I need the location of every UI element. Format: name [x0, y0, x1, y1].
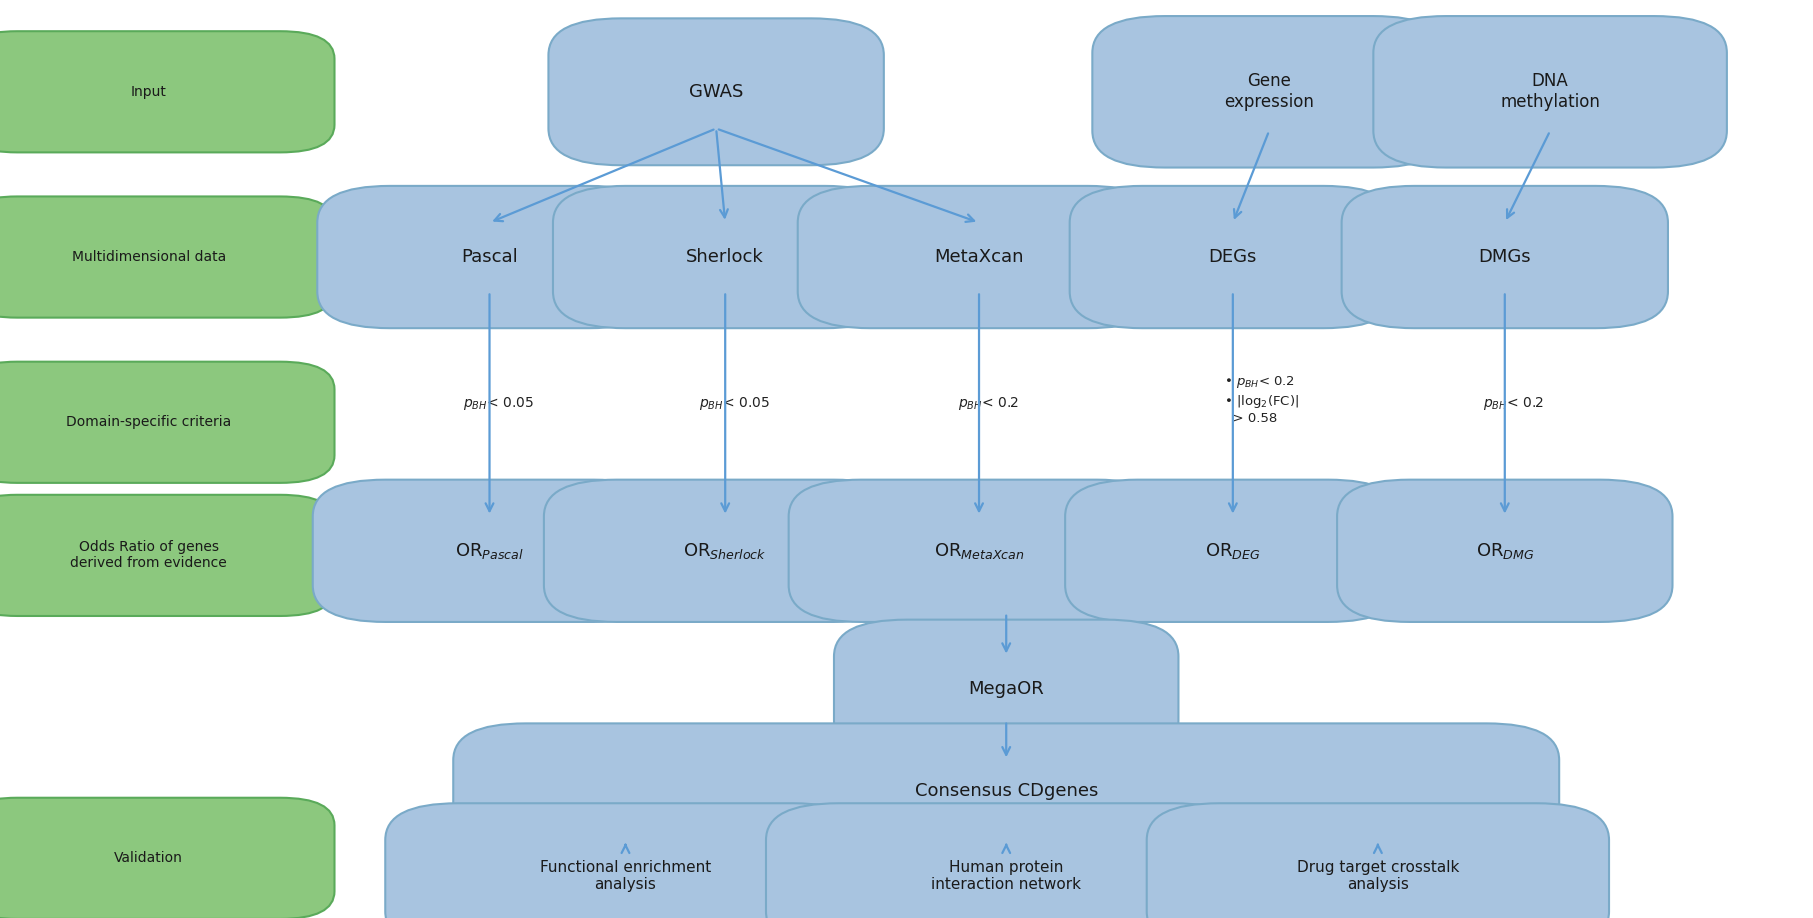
- Text: Multidimensional data: Multidimensional data: [71, 250, 227, 264]
- FancyBboxPatch shape: [1091, 16, 1447, 167]
- Text: Drug target crosstalk
analysis: Drug target crosstalk analysis: [1296, 859, 1459, 892]
- Text: Consensus CDgenes: Consensus CDgenes: [914, 782, 1099, 800]
- FancyBboxPatch shape: [317, 185, 662, 329]
- FancyBboxPatch shape: [1336, 479, 1672, 621]
- FancyBboxPatch shape: [767, 803, 1247, 918]
- FancyBboxPatch shape: [453, 723, 1559, 859]
- Text: $p_{BH}$< 0.05: $p_{BH}$< 0.05: [462, 396, 535, 412]
- Text: DNA
methylation: DNA methylation: [1499, 73, 1601, 111]
- Text: • $p_{BH}$< 0.2
• |log$_2$(FC)|
  > 0.58: • $p_{BH}$< 0.2 • |log$_2$(FC)| > 0.58: [1224, 375, 1298, 424]
- FancyBboxPatch shape: [1066, 479, 1401, 621]
- Text: OR$_{Sherlock}$: OR$_{Sherlock}$: [684, 541, 767, 561]
- Text: GWAS: GWAS: [689, 83, 743, 101]
- Text: $p_{BH}$< 0.2: $p_{BH}$< 0.2: [1483, 396, 1545, 412]
- FancyBboxPatch shape: [1342, 185, 1668, 329]
- Text: MetaXcan: MetaXcan: [934, 248, 1024, 266]
- FancyBboxPatch shape: [0, 196, 334, 318]
- FancyBboxPatch shape: [1146, 803, 1610, 918]
- FancyBboxPatch shape: [798, 185, 1160, 329]
- Text: Domain-specific criteria: Domain-specific criteria: [65, 415, 232, 430]
- Text: Pascal: Pascal: [461, 248, 519, 266]
- Text: $p_{BH}$< 0.05: $p_{BH}$< 0.05: [698, 396, 771, 412]
- FancyBboxPatch shape: [0, 362, 334, 483]
- Text: OR$_{DMG}$: OR$_{DMG}$: [1476, 541, 1534, 561]
- FancyBboxPatch shape: [789, 479, 1169, 621]
- Text: MegaOR: MegaOR: [968, 679, 1044, 698]
- FancyBboxPatch shape: [384, 803, 867, 918]
- Text: Gene
expression: Gene expression: [1224, 73, 1314, 111]
- FancyBboxPatch shape: [553, 185, 897, 329]
- FancyBboxPatch shape: [0, 798, 334, 918]
- Text: Validation: Validation: [114, 851, 183, 866]
- Text: $p_{BH}$< 0.2: $p_{BH}$< 0.2: [957, 396, 1019, 412]
- FancyBboxPatch shape: [0, 495, 334, 616]
- Text: Input: Input: [131, 84, 167, 99]
- Text: Sherlock: Sherlock: [687, 248, 763, 266]
- FancyBboxPatch shape: [314, 479, 667, 621]
- Text: OR$_{MetaXcan}$: OR$_{MetaXcan}$: [934, 541, 1024, 561]
- Text: Functional enrichment
analysis: Functional enrichment analysis: [540, 859, 711, 892]
- FancyBboxPatch shape: [1374, 16, 1726, 167]
- FancyBboxPatch shape: [549, 18, 885, 165]
- Text: OR$_{Pascal}$: OR$_{Pascal}$: [455, 541, 524, 561]
- Text: OR$_{DEG}$: OR$_{DEG}$: [1206, 541, 1260, 561]
- FancyBboxPatch shape: [0, 31, 334, 152]
- Text: DMGs: DMGs: [1478, 248, 1532, 266]
- FancyBboxPatch shape: [834, 620, 1178, 757]
- Text: Odds Ratio of genes
derived from evidence: Odds Ratio of genes derived from evidenc…: [71, 541, 227, 570]
- Text: Human protein
interaction network: Human protein interaction network: [932, 859, 1081, 892]
- FancyBboxPatch shape: [1070, 185, 1396, 329]
- Text: DEGs: DEGs: [1209, 248, 1256, 266]
- FancyBboxPatch shape: [544, 479, 906, 621]
